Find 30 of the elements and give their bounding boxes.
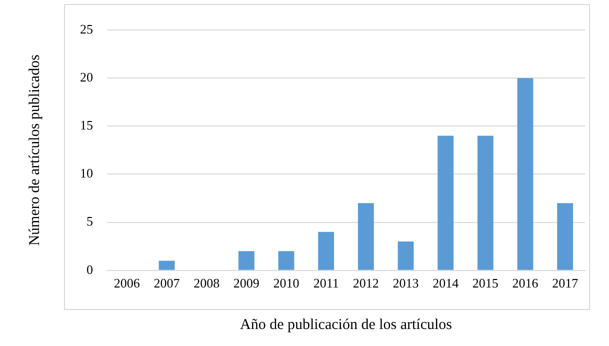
x-tick-label: 2015 xyxy=(472,276,498,291)
bar xyxy=(438,136,454,270)
bar xyxy=(477,136,494,270)
x-tick-label: 2012 xyxy=(352,276,379,291)
y-axis-title: Número de artículos publicados xyxy=(26,54,43,246)
bar xyxy=(318,232,334,270)
bar xyxy=(557,203,574,270)
bar xyxy=(158,260,175,270)
x-tick-label: 2008 xyxy=(194,276,220,291)
x-tick-label: 2014 xyxy=(432,276,460,291)
x-tick-label: 2017 xyxy=(552,276,579,291)
x-tick-label: 2009 xyxy=(233,276,260,291)
x-tick-label: 2006 xyxy=(114,276,140,291)
x-tick-label: 2007 xyxy=(154,276,180,291)
bar xyxy=(517,78,534,270)
x-tick-label: 2011 xyxy=(313,276,339,291)
x-tick-label: 2016 xyxy=(512,276,539,291)
y-tick-label: 0 xyxy=(86,262,93,277)
x-tick-label: 2013 xyxy=(392,276,419,291)
y-tick-label: 15 xyxy=(80,118,93,133)
bar xyxy=(278,251,294,270)
x-tick-label: 2010 xyxy=(273,276,300,291)
y-tick-label: 5 xyxy=(86,214,93,229)
y-tick-label: 25 xyxy=(80,21,93,36)
y-tick-label: 20 xyxy=(80,70,93,84)
y-tick-label: 10 xyxy=(80,166,93,181)
bar xyxy=(358,203,374,270)
bar xyxy=(238,251,254,270)
bar xyxy=(398,242,414,270)
x-axis-title: Año de publicación de los artículos xyxy=(240,316,452,333)
